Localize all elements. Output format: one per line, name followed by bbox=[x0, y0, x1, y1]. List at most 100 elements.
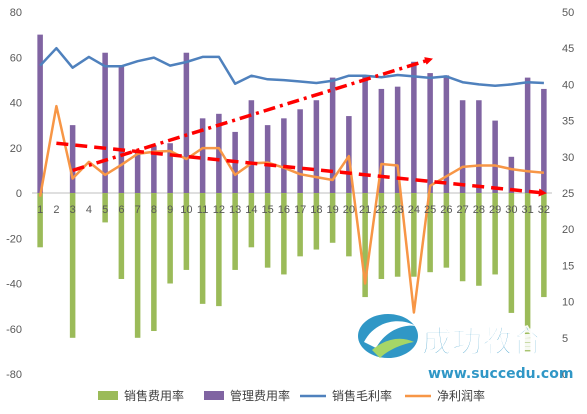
left-axis-tick-label: -60 bbox=[6, 324, 22, 336]
line-series bbox=[38, 46, 545, 314]
bar-admin-expense bbox=[394, 86, 401, 193]
category-label: 19 bbox=[327, 204, 339, 216]
bar-admin-expense bbox=[167, 143, 173, 193]
bar-admin-expense bbox=[102, 52, 108, 193]
right-axis-tick-label: 25 bbox=[562, 188, 574, 200]
bar-admin-expense bbox=[248, 100, 255, 193]
bar-sales-expense bbox=[524, 193, 531, 352]
category-label: 21 bbox=[359, 204, 371, 216]
right-axis-tick-label: 10 bbox=[562, 297, 574, 309]
right-axis-tick-label: 0 bbox=[562, 369, 568, 381]
bar-sales-expense bbox=[199, 193, 206, 304]
trend-arrow bbox=[72, 57, 433, 173]
right-axis-tick-label: 5 bbox=[562, 333, 568, 345]
category-label: 7 bbox=[135, 204, 141, 216]
right-axis-tick-label: 30 bbox=[562, 152, 574, 164]
right-axis: 0 5 10 15 20 25 30 35 40 45 50 bbox=[562, 7, 574, 381]
category-label: 20 bbox=[343, 204, 355, 216]
watermark-brand: 成功教育 bbox=[422, 325, 542, 360]
left-axis-tick-label: 40 bbox=[10, 98, 22, 110]
category-label: 11 bbox=[197, 204, 208, 216]
bar-sales-expense bbox=[508, 193, 515, 313]
bar-admin-expense bbox=[216, 113, 222, 193]
bar-sales-expense bbox=[248, 193, 255, 248]
bar-admin-expense bbox=[378, 88, 385, 193]
left-axis-tick-label: 60 bbox=[10, 52, 22, 64]
bar-admin-expense bbox=[69, 125, 76, 193]
legend: 销售费用率 管理费用率 销售毛利率 净利润率 bbox=[98, 388, 485, 403]
bar-sales-expense bbox=[394, 193, 401, 277]
category-label: 30 bbox=[505, 204, 517, 216]
line-net-margin bbox=[38, 104, 545, 314]
category-label: 32 bbox=[538, 204, 550, 216]
bar-admin-expense bbox=[427, 73, 433, 193]
bar-admin-expense bbox=[476, 100, 482, 193]
right-axis-tick-label: 40 bbox=[562, 79, 574, 91]
left-axis-tick-label: -80 bbox=[6, 369, 22, 381]
bar-sales-expense bbox=[151, 193, 157, 332]
category-label: 31 bbox=[522, 204, 534, 216]
bar-sales-expense bbox=[264, 193, 271, 268]
bar-admin-expense bbox=[183, 52, 190, 193]
bar-admin-expense bbox=[508, 156, 515, 193]
legend-label: 管理费用率 bbox=[230, 388, 290, 403]
bar-admin-expense bbox=[459, 100, 466, 193]
category-label: 10 bbox=[180, 204, 192, 216]
bar-sales-expense bbox=[183, 193, 190, 270]
legend-label: 销售毛利率 bbox=[332, 388, 392, 403]
category-label: 17 bbox=[294, 204, 306, 216]
category-label: 3 bbox=[70, 204, 76, 216]
bar-admin-expense bbox=[281, 118, 287, 193]
bar-admin-expense bbox=[411, 61, 417, 194]
bar-admin-expense bbox=[541, 88, 547, 193]
bar-admin-expense bbox=[313, 100, 320, 193]
left-axis-tick-label: 0 bbox=[16, 188, 22, 200]
category-label: 9 bbox=[167, 204, 173, 216]
category-label: 16 bbox=[278, 204, 290, 216]
bar-admin-expense bbox=[443, 75, 450, 193]
category-label: 13 bbox=[229, 204, 241, 216]
legend-label: 净利润率 bbox=[437, 388, 485, 403]
watermark-url: www.succedu.com bbox=[428, 366, 573, 382]
category-label: 14 bbox=[245, 204, 257, 216]
bar-sales-expense bbox=[329, 193, 336, 243]
bar-sales-expense bbox=[346, 193, 352, 257]
bar-sales-expense bbox=[232, 193, 238, 270]
bar-admin-expense bbox=[524, 77, 531, 193]
category-label: 4 bbox=[86, 204, 92, 216]
category-label: 12 bbox=[213, 204, 225, 216]
left-axis-tick-label: -20 bbox=[6, 233, 22, 245]
trend-annotations bbox=[56, 57, 547, 197]
bar-sales-expense bbox=[281, 193, 287, 275]
category-label: 24 bbox=[408, 204, 420, 216]
bar-series bbox=[37, 34, 547, 352]
bar-admin-expense bbox=[37, 34, 43, 193]
right-axis-tick-label: 45 bbox=[562, 43, 574, 55]
left-axis-tick-label: 80 bbox=[10, 7, 22, 19]
bar-sales-expense bbox=[216, 193, 222, 307]
bar-admin-expense bbox=[362, 75, 368, 193]
bar-admin-expense bbox=[346, 116, 352, 193]
right-axis-tick-label: 20 bbox=[562, 224, 574, 236]
legend-label: 销售费用率 bbox=[124, 388, 184, 403]
bar-sales-expense bbox=[167, 193, 173, 284]
left-axis-tick-label: 20 bbox=[10, 143, 22, 155]
category-label: 25 bbox=[424, 204, 436, 216]
bar-admin-expense bbox=[151, 145, 157, 193]
bar-sales-expense bbox=[102, 193, 108, 223]
category-label: 2 bbox=[53, 204, 59, 216]
bar-sales-expense bbox=[69, 193, 76, 338]
bar-sales-expense bbox=[313, 193, 320, 250]
bar-admin-expense bbox=[199, 118, 206, 193]
category-label: 5 bbox=[102, 204, 108, 216]
category-label: 8 bbox=[151, 204, 157, 216]
bar-sales-expense bbox=[492, 193, 498, 275]
bar-admin-expense bbox=[329, 77, 336, 193]
bar-sales-expense bbox=[362, 193, 368, 298]
bar-sales-expense bbox=[411, 193, 417, 277]
right-axis-tick-label: 15 bbox=[562, 260, 574, 272]
watermark: 成功教育 www.succedu.com bbox=[358, 314, 573, 382]
line-gross-margin bbox=[39, 46, 544, 88]
category-label: 29 bbox=[489, 204, 501, 216]
